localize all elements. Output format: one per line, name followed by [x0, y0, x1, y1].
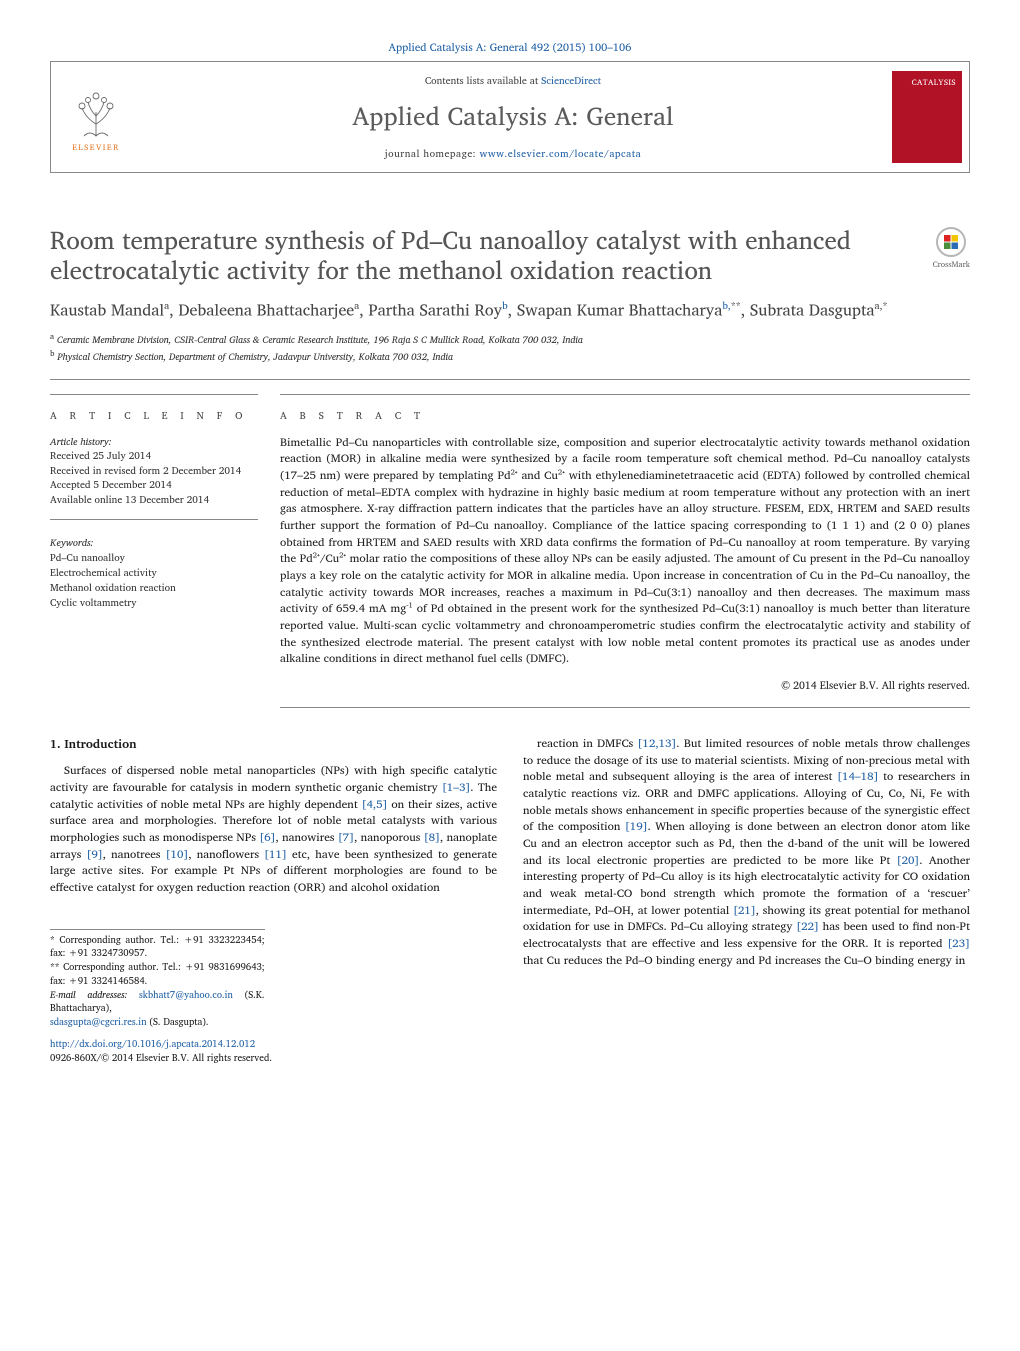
- journal-cover-area: CATALYSIS: [885, 62, 969, 172]
- body-columns: 1. Introduction Surfaces of dispersed no…: [50, 736, 970, 1066]
- article-title: Room temperature synthesis of Pd–Cu nano…: [50, 225, 933, 285]
- body-col2-text: reaction in DMFCs [12,13]. But limited r…: [523, 736, 970, 969]
- email-link-1[interactable]: skbhatt7@yahoo.co.in: [139, 988, 233, 1003]
- header-center: Contents lists available at ScienceDirec…: [141, 62, 885, 172]
- footnotes: * Corresponding author. Tel.: +91 332322…: [50, 929, 265, 1030]
- homepage-link[interactable]: www.elsevier.com/locate/apcata: [480, 146, 642, 162]
- cover-title: CATALYSIS: [912, 77, 956, 88]
- history-divider: [50, 519, 258, 520]
- history-received: Received 25 July 2014: [50, 449, 258, 464]
- keyword-1: Electrochemical activity: [50, 566, 258, 581]
- info-abstract-row: a r t i c l e i n f o Article history: R…: [50, 394, 970, 708]
- contents-line: Contents lists available at ScienceDirec…: [425, 74, 601, 88]
- title-row: Room temperature synthesis of Pd–Cu nano…: [50, 225, 970, 285]
- homepage-prefix: journal homepage:: [385, 146, 480, 162]
- crossmark-label: CrossMark: [933, 259, 970, 270]
- email-link-2[interactable]: sdasgupta@cgcri.res.in: [50, 1015, 147, 1030]
- doi-block: http://dx.doi.org/10.1016/j.apcata.2014.…: [50, 1038, 497, 1066]
- corr-author-2: ** Corresponding author. Tel.: +91 98316…: [50, 961, 265, 989]
- email2-name: (S. Dasgupta).: [149, 1015, 208, 1030]
- top-citation-vol: 492 (2015) 100–106: [531, 38, 632, 56]
- elsevier-tree-icon: [70, 82, 122, 140]
- sciencedirect-link[interactable]: ScienceDirect: [541, 73, 601, 89]
- info-divider-top-left: [50, 394, 258, 395]
- abstract-col: a b s t r a c t Bimetallic Pd–Cu nanopar…: [280, 394, 970, 708]
- article-info-head: a r t i c l e i n f o: [50, 409, 258, 423]
- journal-name: Applied Catalysis A: General: [352, 98, 673, 133]
- article-info-col: a r t i c l e i n f o Article history: R…: [50, 394, 280, 708]
- info-divider-top-right: [280, 394, 970, 395]
- publisher-name: ELSEVIER: [72, 142, 120, 153]
- history-revised: Received in revised form 2 December 2014: [50, 464, 258, 479]
- history-block: Article history: Received 25 July 2014 R…: [50, 435, 258, 508]
- keyword-3: Cyclic voltammetry: [50, 596, 258, 611]
- journal-top-link[interactable]: Applied Catalysis A: General 492 (2015) …: [389, 38, 632, 56]
- crossmark-icon: [936, 227, 966, 257]
- journal-header-box: ELSEVIER Contents lists available at Sci…: [50, 61, 970, 173]
- affiliations: a Ceramic Membrane Division, CSIR-Centra…: [50, 331, 970, 365]
- abstract-text: Bimetallic Pd–Cu nanoparticles with cont…: [280, 435, 970, 668]
- corr-author-1: * Corresponding author. Tel.: +91 332322…: [50, 934, 265, 962]
- affiliation-a: a Ceramic Membrane Division, CSIR-Centra…: [50, 331, 970, 348]
- affil-b-sup: b: [50, 346, 54, 360]
- affil-a-text: Ceramic Membrane Division, CSIR-Central …: [57, 333, 583, 348]
- emails-line-2: sdasgupta@cgcri.res.in (S. Dasgupta).: [50, 1016, 265, 1030]
- homepage-line: journal homepage: www.elsevier.com/locat…: [385, 147, 642, 161]
- contents-prefix: Contents lists available at: [425, 73, 541, 89]
- abstract-head: a b s t r a c t: [280, 409, 970, 423]
- keyword-0: Pd–Cu nanoalloy: [50, 551, 258, 566]
- copyright: © 2014 Elsevier B.V. All rights reserved…: [280, 678, 970, 693]
- keywords-label: Keywords:: [50, 535, 93, 551]
- elsevier-logo: ELSEVIER: [70, 82, 122, 153]
- body-col1-text: Surfaces of dispersed noble metal nanopa…: [50, 763, 497, 896]
- emails-line: E-mail addresses: skbhatt7@yahoo.co.in (…: [50, 989, 265, 1017]
- section-1-heading: 1. Introduction: [50, 736, 497, 753]
- authors-line: Kaustab Mandala, Debaleena Bhattacharjee…: [50, 299, 970, 323]
- doi-copyright: 0926-860X/© 2014 Elsevier B.V. All right…: [50, 1052, 497, 1066]
- history-online: Available online 13 December 2014: [50, 493, 258, 508]
- top-citation-prefix: Applied Catalysis A: General: [389, 38, 528, 56]
- crossmark-badge[interactable]: CrossMark: [933, 227, 970, 270]
- body-col-left: 1. Introduction Surfaces of dispersed no…: [50, 736, 497, 1066]
- divider-top: [50, 379, 970, 380]
- info-divider-bottom: [280, 707, 970, 708]
- history-accepted: Accepted 5 December 2014: [50, 478, 258, 493]
- keywords-block: Keywords: Pd–Cu nanoalloy Electrochemica…: [50, 536, 258, 611]
- journal-cover: CATALYSIS: [892, 71, 962, 163]
- keyword-2: Methanol oxidation reaction: [50, 581, 258, 596]
- body-col-right: reaction in DMFCs [12,13]. But limited r…: [523, 736, 970, 1066]
- doi-link[interactable]: http://dx.doi.org/10.1016/j.apcata.2014.…: [50, 1037, 255, 1052]
- journal-top-citation: Applied Catalysis A: General 492 (2015) …: [50, 40, 970, 55]
- publisher-logo-area: ELSEVIER: [51, 62, 141, 172]
- emails-label: E-mail addresses:: [50, 988, 127, 1003]
- affil-b-text: Physical Chemistry Section, Department o…: [57, 350, 453, 365]
- affil-a-sup: a: [50, 329, 54, 343]
- affiliation-b: b Physical Chemistry Section, Department…: [50, 348, 970, 365]
